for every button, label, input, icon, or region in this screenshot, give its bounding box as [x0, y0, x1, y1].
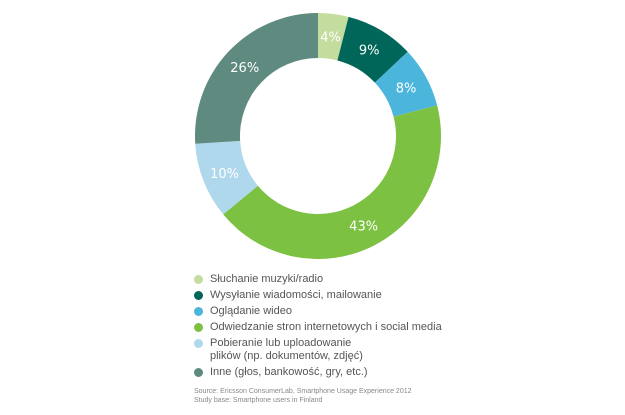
donut-slice — [318, 13, 349, 61]
legend-item: Oglądanie wideo — [194, 305, 442, 318]
legend-swatch — [194, 291, 203, 300]
legend-label-line: plików (np. dokumentów, zdjęć) — [210, 350, 363, 362]
legend-item: Odwiedzanie stron internetowych i social… — [194, 321, 442, 334]
slice-label: 26% — [230, 61, 259, 76]
source-note: Source: Ericsson ConsumerLab, Smartphone… — [194, 387, 412, 405]
slice-label: 9% — [359, 43, 380, 58]
legend-swatch — [194, 368, 203, 377]
donut-slice — [374, 51, 438, 117]
legend-item: Pobieranie lub uploadowanie plików (np. d… — [194, 337, 442, 363]
legend-item: Słuchanie muzyki/radio — [194, 273, 442, 286]
slice-label: 8% — [396, 82, 417, 97]
donut-slice — [223, 105, 441, 260]
donut-slice — [195, 140, 258, 215]
slice-label: 43% — [349, 220, 378, 235]
study-base-line: Study base: Smartphone users in Finland — [194, 397, 323, 404]
donut-slice — [195, 13, 318, 144]
legend-label-line: Pobieranie lub uploadowanie — [210, 337, 352, 349]
legend-label: Oglądanie wideo — [210, 305, 292, 317]
legend-item: Wysyłanie wiadomości, mailowanie — [194, 289, 442, 302]
donut-slice — [337, 16, 408, 83]
legend-item: Inne (głos, bankowość, gry, etc.) — [194, 366, 442, 379]
legend-swatch — [194, 275, 203, 284]
legend-label: Odwiedzanie stron internetowych i social… — [210, 321, 442, 333]
slice-label: 10% — [210, 167, 239, 182]
legend: Słuchanie muzyki/radio Wysyłanie wiadomo… — [194, 273, 442, 382]
legend-swatch — [194, 307, 203, 316]
legend-label: Inne (głos, bankowość, gry, etc.) — [210, 366, 368, 378]
source-line: Source: Ericsson ConsumerLab, Smartphone… — [194, 388, 412, 395]
legend-label: Pobieranie lub uploadowanie plików (np. d… — [210, 337, 363, 363]
legend-swatch — [194, 339, 203, 348]
legend-label: Wysyłanie wiadomości, mailowanie — [210, 289, 382, 301]
slice-label: 4% — [320, 30, 341, 45]
legend-swatch — [194, 323, 203, 332]
legend-label: Słuchanie muzyki/radio — [210, 273, 324, 285]
donut-chart: 4% 9% 8% 43% 10% 26% — [195, 13, 441, 260]
